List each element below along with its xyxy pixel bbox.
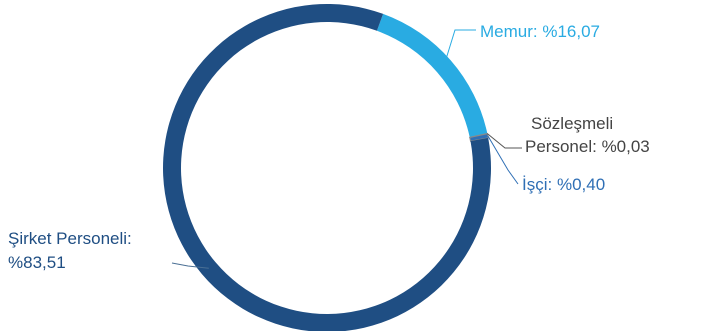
label-isci-value: %0,40 bbox=[557, 175, 605, 194]
leader-memur bbox=[443, 29, 476, 67]
label-memur-value: %16,07 bbox=[542, 22, 600, 41]
label-memur: Memur: %16,07 bbox=[480, 22, 600, 41]
slice-memur bbox=[376, 13, 488, 138]
slice-i-şçi bbox=[469, 133, 489, 142]
label-sozlesmeli-line2: Personel: %0,03 bbox=[525, 137, 650, 156]
label-memur-name: Memur: bbox=[480, 22, 538, 41]
leader-sozlesmeli bbox=[487, 133, 522, 149]
label-sozlesmeli-name: Personel: bbox=[525, 137, 597, 156]
label-sirket-value: %83,51 bbox=[8, 253, 66, 272]
label-isci-name: İşçi: bbox=[522, 175, 552, 194]
leader-sirket bbox=[171, 262, 209, 269]
leader-isci bbox=[487, 135, 519, 185]
label-isci: İşçi: %0,40 bbox=[522, 175, 605, 194]
label-sozlesmeli-value: %0,03 bbox=[602, 137, 650, 156]
label-sozlesmeli-line1: Sözleşmeli bbox=[531, 114, 613, 133]
label-sirket-name: Şirket Personeli: bbox=[8, 229, 132, 248]
